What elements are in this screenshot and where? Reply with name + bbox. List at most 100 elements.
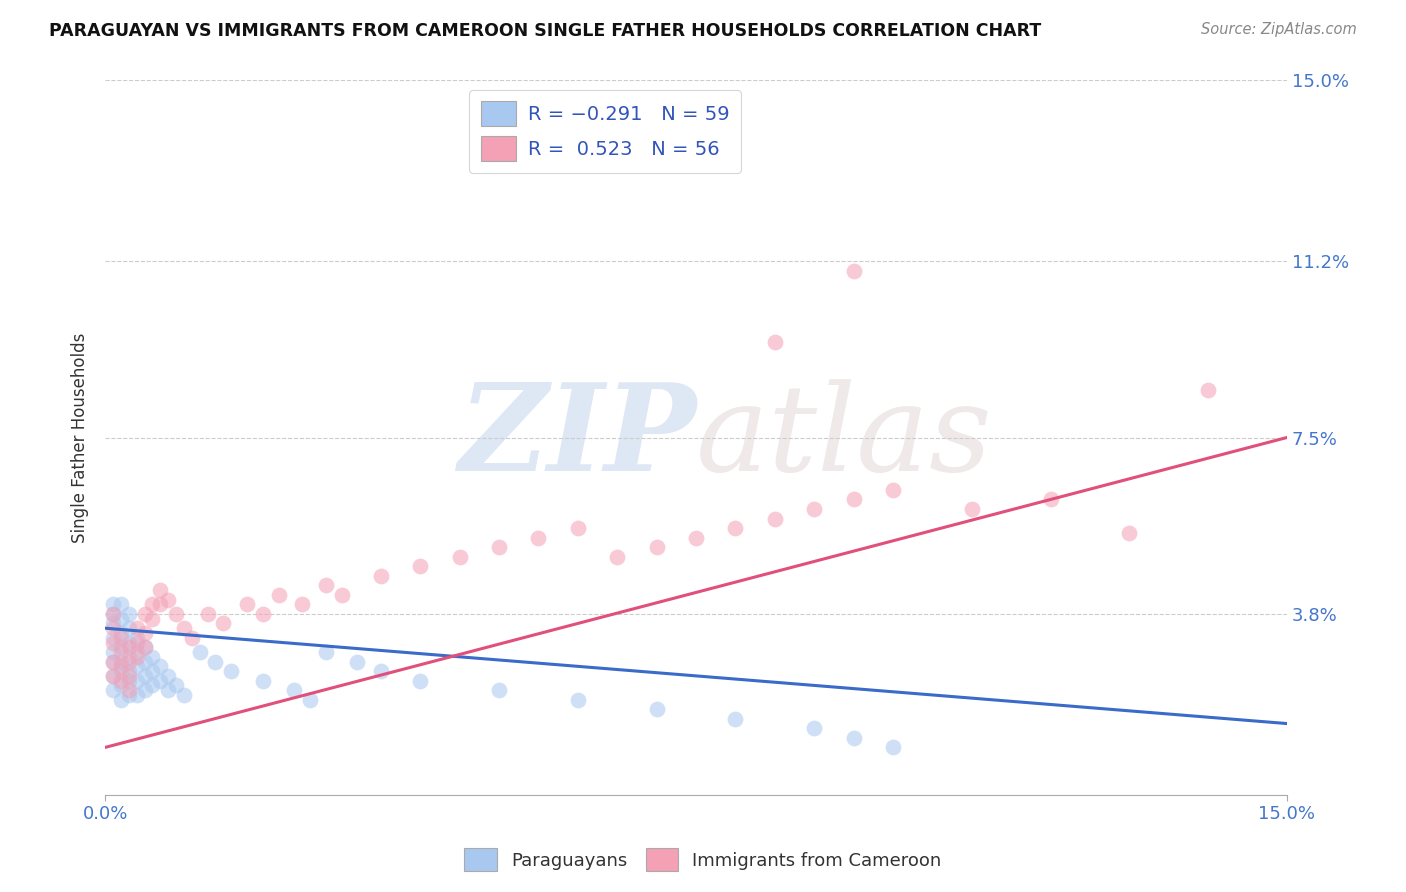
Text: atlas: atlas [696,379,993,496]
Point [882,483,904,497]
Point [315,645,337,659]
Point [110,598,132,612]
Point [315,578,337,592]
Point [110,664,132,678]
Text: ZIP: ZIP [458,378,696,497]
Legend: R = −0.291   N = 59, R =  0.523   N = 56: R = −0.291 N = 59, R = 0.523 N = 56 [470,90,741,173]
Point [118,649,141,664]
Point [157,592,180,607]
Point [118,669,141,683]
Point [488,683,510,698]
Point [165,607,187,621]
Point [134,640,156,655]
Point [149,659,172,673]
Point [134,655,156,669]
Point [204,655,226,669]
Point [283,683,305,698]
Point [219,664,242,678]
Point [330,588,353,602]
Text: PARAGUAYAN VS IMMIGRANTS FROM CAMEROON SINGLE FATHER HOUSEHOLDS CORRELATION CHAR: PARAGUAYAN VS IMMIGRANTS FROM CAMEROON S… [49,22,1042,40]
Point [125,621,148,635]
Point [488,540,510,554]
Point [212,616,235,631]
Point [125,631,148,645]
Legend: Paraguayans, Immigrants from Cameroon: Paraguayans, Immigrants from Cameroon [457,841,949,879]
Point [252,607,274,621]
Point [101,669,124,683]
Point [110,640,132,655]
Point [370,568,392,582]
Point [149,598,172,612]
Point [370,664,392,678]
Point [173,621,195,635]
Point [110,631,132,645]
Point [134,683,156,698]
Point [101,645,124,659]
Point [236,598,259,612]
Point [125,688,148,702]
Point [101,607,124,621]
Point [118,688,141,702]
Point [763,335,786,350]
Point [252,673,274,688]
Point [101,621,124,635]
Point [141,678,163,692]
Point [409,559,432,574]
Point [125,659,148,673]
Point [101,635,124,649]
Point [125,635,148,649]
Point [125,673,148,688]
Point [842,492,865,507]
Point [125,649,148,664]
Point [101,683,124,698]
Point [101,655,124,669]
Point [157,669,180,683]
Point [110,678,132,692]
Point [101,598,124,612]
Point [141,612,163,626]
Point [141,598,163,612]
Point [645,540,668,554]
Point [125,645,148,659]
Point [882,740,904,755]
Point [134,640,156,655]
Point [118,664,141,678]
Point [842,263,865,277]
Point [141,649,163,664]
Text: Source: ZipAtlas.com: Source: ZipAtlas.com [1201,22,1357,37]
Point [173,688,195,702]
Point [188,645,211,659]
Point [346,655,368,669]
Point [118,655,141,669]
Point [134,607,156,621]
Point [842,731,865,745]
Point [110,673,132,688]
Point [110,612,132,626]
Point [101,607,124,621]
Point [1118,525,1140,540]
Point [449,549,471,564]
Point [1197,383,1219,397]
Point [118,635,141,649]
Point [960,502,983,516]
Point [803,502,825,516]
Point [197,607,219,621]
Point [118,640,141,655]
Point [118,621,141,635]
Point [645,702,668,716]
Point [110,659,132,673]
Point [110,645,132,659]
Point [118,683,141,698]
Point [118,673,141,688]
Point [409,673,432,688]
Point [110,655,132,669]
Point [567,692,589,706]
Point [267,588,290,602]
Point [101,669,124,683]
Point [763,511,786,525]
Point [724,712,747,726]
Point [101,616,124,631]
Point [149,673,172,688]
Point [299,692,322,706]
Point [134,626,156,640]
